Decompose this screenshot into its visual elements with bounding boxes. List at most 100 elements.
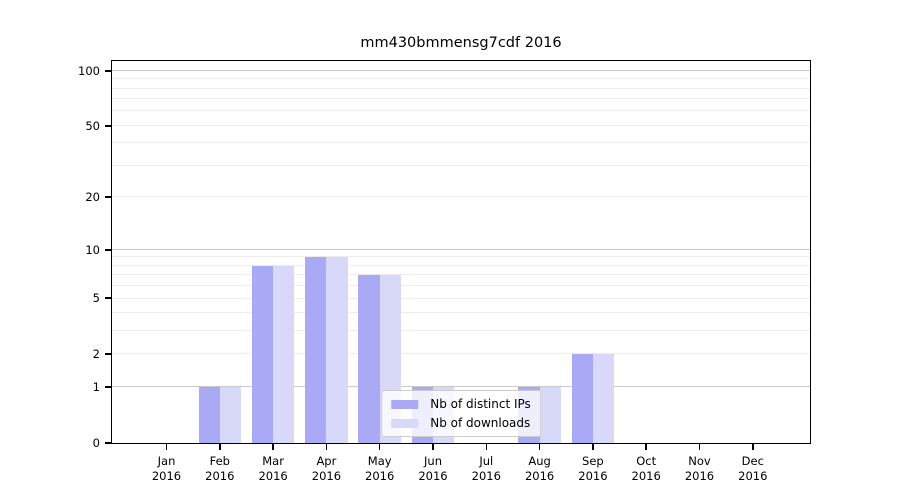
- gridline-1: [112, 386, 810, 388]
- year-label: 2016: [311, 469, 342, 483]
- gridline-9: [112, 256, 810, 258]
- x-tick-jun: [432, 444, 434, 450]
- y-tick-label-0: 0: [92, 436, 100, 450]
- gridline-5: [112, 297, 810, 299]
- x-tick-dec: [752, 444, 754, 450]
- gridline-80: [112, 87, 810, 89]
- bar-sep-nb-of-distinct-ips: [571, 354, 593, 443]
- year-label: 2016: [738, 469, 768, 483]
- x-tick-label-jan: Jan 2016: [135, 454, 199, 484]
- month-label: Apr: [316, 454, 337, 468]
- legend: Nb of distinct IPs Nb of downloads: [381, 390, 541, 437]
- bar-may-nb-of-distinct-ips: [358, 275, 380, 443]
- bar-feb-nb-of-downloads: [219, 387, 242, 443]
- year-label: 2016: [578, 469, 608, 483]
- gridline-2: [112, 353, 810, 355]
- x-tick-label-feb: Feb 2016: [188, 454, 252, 484]
- x-tick-apr: [325, 444, 328, 450]
- year-label: 2016: [471, 469, 501, 483]
- bar-apr-nb-of-downloads: [326, 257, 348, 443]
- x-tick-label-aug: Aug 2016: [508, 454, 572, 484]
- y-tick-label-1: 1: [92, 380, 100, 395]
- x-tick-label-nov: Nov 2016: [668, 454, 732, 484]
- x-tick-mar: [272, 444, 274, 450]
- legend-item-nb-of-distinct-ips: Nb of distinct IPs: [391, 397, 531, 411]
- y-tick-5: [105, 297, 112, 300]
- x-tick-nov: [698, 444, 701, 450]
- x-tick-label-jun: Jun 2016: [401, 454, 465, 484]
- legend-label: Nb of distinct IPs: [430, 397, 531, 411]
- x-tick-jan: [165, 444, 168, 450]
- y-tick-label-10: 10: [85, 242, 100, 257]
- legend-swatch-nb-of-downloads: [391, 418, 419, 428]
- month-label: Jan: [157, 454, 176, 468]
- month-label: Aug: [528, 454, 551, 468]
- month-label: Nov: [688, 454, 711, 468]
- x-tick-label-apr: Apr 2016: [294, 454, 358, 484]
- x-tick-oct: [645, 444, 647, 450]
- month-label: Dec: [741, 454, 764, 468]
- month-label: Oct: [636, 454, 657, 468]
- x-tick-label-mar: Mar 2016: [241, 454, 305, 484]
- gridline-4: [112, 312, 810, 314]
- month-label: Sep: [582, 454, 604, 468]
- x-tick-label-sep: Sep 2016: [561, 454, 625, 484]
- month-label: Jun: [424, 454, 442, 468]
- y-tick-label-5: 5: [92, 291, 100, 306]
- year-label: 2016: [524, 469, 555, 483]
- year-label: 2016: [365, 469, 395, 483]
- gridline-70: [112, 98, 810, 100]
- gridline-100: [112, 69, 810, 71]
- legend-item-nb-of-downloads: Nb of downloads: [391, 416, 531, 430]
- x-tick-feb: [219, 444, 221, 450]
- y-tick-100: [105, 69, 112, 72]
- legend-swatch-nb-of-distinct-ips: [391, 399, 419, 409]
- y-tick-1: [105, 386, 112, 389]
- year-label: 2016: [631, 469, 661, 483]
- bar-apr-nb-of-distinct-ips: [305, 257, 327, 443]
- y-tick-50: [105, 124, 112, 127]
- year-label: 2016: [258, 469, 288, 483]
- gridline-30: [112, 165, 810, 167]
- legend-label: Nb of downloads: [430, 416, 531, 430]
- bar-mar-nb-of-downloads: [273, 265, 295, 443]
- gridline-10: [112, 248, 810, 250]
- gridline-50: [112, 124, 810, 126]
- x-tick-label-may: May 2016: [348, 454, 412, 484]
- x-tick-may: [378, 444, 381, 450]
- year-label: 2016: [205, 469, 235, 483]
- y-tick-label-2: 2: [92, 347, 100, 362]
- year-label: 2016: [684, 469, 715, 483]
- month-label: Mar: [262, 454, 284, 468]
- y-tick-2: [105, 353, 112, 356]
- bar-mar-nb-of-distinct-ips: [251, 265, 274, 443]
- gridline-7: [112, 274, 810, 276]
- y-tick-20: [105, 196, 112, 199]
- x-tick-label-oct: Oct 2016: [614, 454, 678, 484]
- x-tick-label-dec: Dec 2016: [721, 454, 785, 484]
- x-tick-sep: [592, 444, 594, 450]
- x-tick-aug: [538, 444, 541, 450]
- chart-title: mm430bmmensg7cdf 2016: [360, 35, 562, 51]
- gridline-40: [112, 142, 810, 144]
- bar-feb-nb-of-distinct-ips: [198, 387, 220, 443]
- gridline-6: [112, 285, 810, 287]
- gridline-90: [112, 78, 810, 80]
- y-tick-10: [105, 248, 112, 251]
- gridline-3: [112, 330, 810, 332]
- gridline-20: [112, 196, 810, 198]
- x-tick-label-jul: Jul 2016: [454, 454, 518, 484]
- plot-area: Nb of distinct IPs Nb of downloads: [111, 60, 811, 444]
- month-label: Jul: [479, 454, 494, 468]
- bar-aug-nb-of-downloads: [539, 387, 561, 443]
- y-tick-0: [105, 442, 112, 444]
- x-tick-jul: [485, 444, 488, 450]
- y-tick-label-100: 100: [78, 63, 100, 78]
- y-tick-label-50: 50: [85, 118, 100, 133]
- gridline-60: [112, 110, 810, 112]
- y-tick-label-20: 20: [85, 190, 100, 205]
- month-label: Feb: [209, 454, 230, 468]
- year-label: 2016: [418, 469, 448, 483]
- bar-sep-nb-of-downloads: [592, 354, 615, 443]
